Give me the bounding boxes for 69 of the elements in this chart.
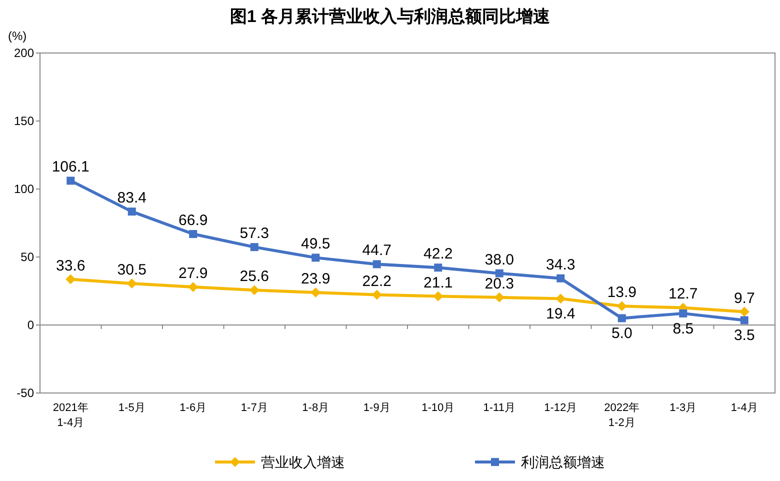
y-tick-label: 150: [14, 114, 34, 128]
point: [618, 314, 626, 322]
point: [128, 208, 136, 216]
x-tick-label: 1-3月: [670, 402, 697, 414]
data-label: 20.3: [484, 275, 514, 292]
x-tick-label: 1-7月: [240, 402, 268, 414]
data-label: 33.6: [56, 257, 86, 274]
x-tick-label: 1-5月: [118, 402, 146, 414]
data-label: 8.5: [672, 320, 694, 338]
point: [372, 290, 382, 300]
data-label: 13.9: [607, 284, 636, 302]
x-tick-label: 1-11月: [483, 402, 516, 414]
x-tick-label: 1-12月: [544, 402, 578, 414]
data-label: 49.5: [301, 236, 330, 253]
y-tick-label: -50: [16, 386, 34, 400]
x-tick-label: 1-6月: [180, 402, 207, 414]
data-label: 22.2: [362, 272, 392, 290]
y-tick-label: 50: [20, 250, 34, 264]
point: [66, 176, 75, 185]
point: [188, 282, 198, 292]
point: [310, 287, 321, 298]
point: [312, 254, 320, 262]
point: [189, 230, 198, 238]
data-label: 3.5: [734, 327, 755, 344]
data-label: 30.5: [117, 262, 146, 279]
point: [679, 309, 688, 318]
data-label: 19.4: [546, 306, 576, 323]
chart-title: 图1 各月累计营业收入与利润总额同比增速: [230, 7, 550, 26]
point: [494, 292, 504, 302]
y-tick-label: 100: [14, 182, 34, 196]
legend-label: 利润总额增速: [521, 454, 605, 470]
data-label: 42.2: [424, 246, 453, 263]
data-label: 5.0: [611, 325, 632, 342]
x-tick-label: 2022年 1-2月: [604, 402, 640, 429]
point: [556, 274, 565, 282]
point: [616, 301, 627, 312]
x-tick-label: 2021年 1-4月: [52, 402, 88, 429]
y-tick-label: 200: [14, 46, 34, 60]
point: [126, 278, 137, 289]
x-tick-label: 1-9月: [363, 402, 390, 414]
point: [740, 316, 748, 324]
point: [556, 294, 566, 304]
data-label: 34.3: [546, 256, 576, 274]
point: [495, 269, 504, 278]
data-label: 21.1: [424, 274, 453, 292]
data-label: 66.9: [178, 212, 208, 230]
data-label: 38.0: [484, 251, 514, 268]
data-label: 27.9: [178, 265, 208, 282]
data-label: 57.3: [240, 225, 269, 242]
point: [372, 260, 381, 268]
point: [739, 306, 750, 317]
data-label: 9.7: [734, 290, 755, 307]
x-tick-label: 1-10月: [422, 402, 455, 414]
point: [250, 243, 258, 252]
data-label: 23.9: [301, 270, 330, 288]
data-label: 44.7: [362, 242, 392, 260]
point: [66, 274, 76, 284]
point: [433, 291, 444, 302]
point: [434, 264, 442, 272]
data-label: 106.1: [52, 158, 90, 176]
data-label: 12.7: [668, 286, 698, 303]
y-axis-title: (%): [8, 29, 27, 43]
y-tick-label: 0: [27, 318, 34, 332]
x-tick-label: 1-4月: [730, 402, 758, 414]
data-label: 83.4: [117, 190, 146, 207]
legend-label: 营业收入增速: [261, 454, 345, 470]
data-label: 25.6: [240, 268, 269, 286]
point: [249, 285, 260, 296]
x-tick-label: 1-8月: [302, 402, 330, 414]
